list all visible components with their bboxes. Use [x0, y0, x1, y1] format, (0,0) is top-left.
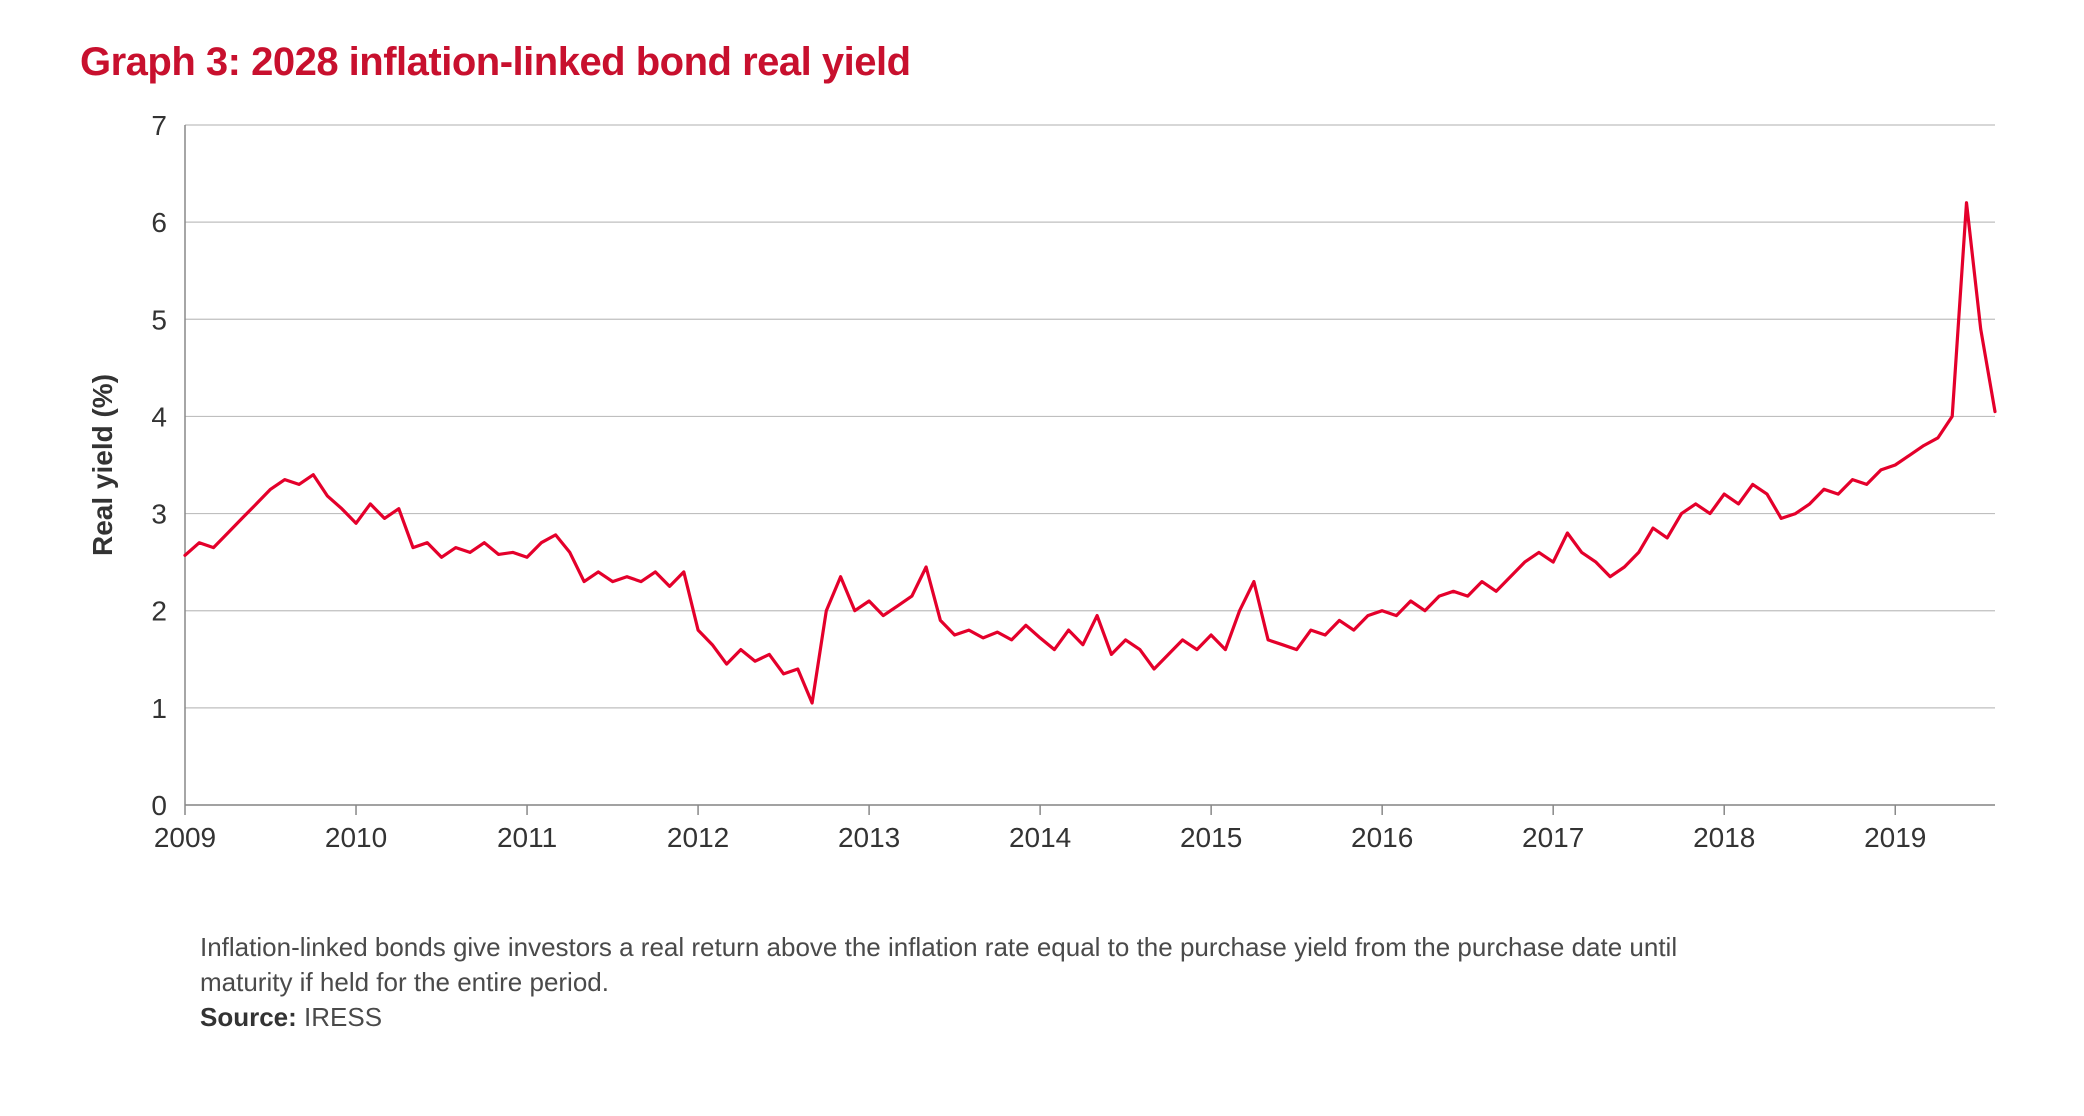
svg-text:2009: 2009 [154, 822, 216, 853]
svg-text:2010: 2010 [325, 822, 387, 853]
source-value: IRESS [304, 1002, 382, 1032]
svg-text:2011: 2011 [497, 822, 557, 853]
caption-line-2: maturity if held for the entire period. [200, 967, 609, 997]
source-label: Source: [200, 1002, 297, 1032]
svg-text:2018: 2018 [1693, 822, 1755, 853]
svg-text:2012: 2012 [667, 822, 729, 853]
svg-text:2016: 2016 [1351, 822, 1413, 853]
svg-text:2013: 2013 [838, 822, 900, 853]
line-chart-svg: 0 1 2 3 4 5 6 7 2009 2010 2011 2012 2013 2014 2015 2016… [80, 115, 2000, 895]
chart-title: Graph 3: 2028 inflation-linked bond real… [80, 40, 2004, 85]
svg-text:6: 6 [151, 207, 167, 238]
caption-line-1: Inflation-linked bonds give investors a … [200, 932, 1677, 962]
svg-text:5: 5 [151, 304, 167, 335]
svg-text:3: 3 [151, 499, 167, 530]
svg-text:2017: 2017 [1522, 822, 1584, 853]
chart-area: 0 1 2 3 4 5 6 7 2009 2010 2011 2012 2013 2014 2015 2016… [80, 115, 2004, 900]
svg-text:0: 0 [151, 790, 167, 821]
svg-text:2015: 2015 [1180, 822, 1242, 853]
figure-container: Graph 3: 2028 inflation-linked bond real… [0, 0, 2084, 1116]
svg-text:7: 7 [151, 115, 167, 141]
svg-text:1: 1 [151, 693, 167, 724]
svg-text:4: 4 [151, 401, 167, 432]
svg-text:2019: 2019 [1864, 822, 1926, 853]
svg-text:2: 2 [151, 596, 167, 627]
svg-text:Real yield (%): Real yield (%) [87, 374, 118, 556]
svg-text:2014: 2014 [1009, 822, 1071, 853]
chart-caption: Inflation-linked bonds give investors a … [200, 930, 1900, 1035]
